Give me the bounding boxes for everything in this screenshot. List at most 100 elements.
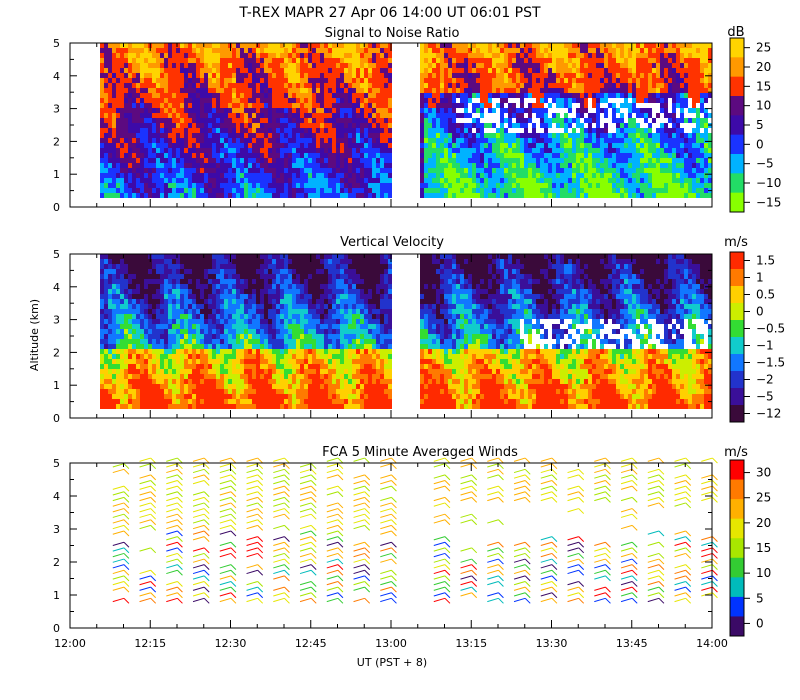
wind-barb [620, 569, 633, 575]
wind-barb [166, 552, 178, 558]
wind-barb [540, 597, 553, 603]
wind-barb [219, 541, 232, 546]
colorbar-swatch [730, 371, 744, 389]
x-tick-label: 13:30 [536, 637, 568, 650]
wind-barb [192, 547, 205, 552]
wind-barb [273, 474, 285, 479]
wind-barb [567, 558, 579, 563]
y-axis-label: Altitude (km) [28, 299, 41, 371]
wind-barb [647, 502, 660, 507]
wind-barb [112, 586, 125, 591]
wind-barb [246, 468, 258, 474]
wind-barb [433, 597, 446, 603]
colorbar-swatch [730, 479, 744, 500]
wind-barb [326, 457, 339, 462]
colorbar-swatch [730, 405, 744, 423]
wind-barb [620, 558, 633, 563]
wind-barb [513, 592, 526, 597]
wind-barb [273, 457, 285, 462]
wind-barb [326, 508, 339, 513]
vv-heatmap [100, 254, 712, 409]
colorbar-swatch [730, 596, 744, 617]
colorbar-swatch [730, 388, 744, 406]
wind-barb [112, 463, 125, 468]
colorbar-swatch [730, 76, 744, 97]
wind-barb [460, 575, 472, 580]
wind-barb [620, 541, 633, 546]
wind-barb [112, 597, 125, 603]
wind-barb [594, 575, 606, 580]
wind-barb [647, 480, 660, 485]
wind-barb [513, 581, 526, 586]
wind-barb [299, 496, 312, 502]
wind-barb [192, 480, 205, 485]
wind-barb [192, 558, 205, 563]
wind-barb [112, 575, 125, 580]
wind-barb [701, 547, 713, 552]
wind-barb [433, 474, 446, 479]
wind-barb [513, 569, 526, 575]
wind-barb [353, 558, 365, 563]
wind-barb [246, 485, 258, 490]
colorbar-tick-label: 1.5 [756, 254, 775, 268]
y-tick-label: 5 [53, 37, 60, 50]
vv-title: Vertical Velocity [340, 235, 444, 250]
wind-barb [701, 558, 713, 563]
wind-barb [299, 468, 312, 474]
snr-heatmap [100, 43, 712, 198]
wind-barb [353, 457, 365, 462]
x-tick-label: 13:45 [616, 637, 648, 650]
wind-barb [380, 597, 392, 603]
wind-barb [246, 541, 258, 546]
colorbar-swatch [730, 57, 744, 78]
snr-panel: Signal to Noise Ratio 0 1 2 3 4 5 25 20 15 10 5 0 −… [53, 25, 781, 214]
wind-barb [139, 597, 151, 603]
wind-barb [674, 552, 686, 558]
colorbar-swatch [730, 134, 744, 155]
wind-barb [139, 569, 151, 575]
wind-barb [192, 552, 205, 558]
colorbar-tick-label: −12 [756, 407, 781, 421]
wind-barb [273, 558, 285, 563]
wind-barb [674, 581, 686, 586]
wind-barb [326, 524, 339, 530]
wind-barb [273, 536, 285, 541]
wind-barb [674, 474, 686, 479]
wind-barb [674, 569, 686, 575]
wind-barb [192, 496, 205, 502]
wind-barb [273, 513, 285, 518]
wind-barb [674, 536, 686, 541]
wind-barb [594, 564, 606, 569]
wind-barb [246, 502, 258, 507]
wind-barb [701, 496, 713, 502]
wind-barb [139, 491, 151, 496]
wind-barb [353, 519, 365, 524]
wind-barb [567, 508, 579, 513]
wind-barb [246, 508, 258, 513]
vv-colorbar: 1.5 1 0.5 0 −0.5 −1 −1.5 −2 −5 −12 [729, 251, 785, 423]
wind-barb [701, 474, 713, 479]
wind-barb [166, 508, 178, 513]
wind-barb [219, 468, 232, 474]
wind-barb [219, 569, 232, 575]
wind-barb [192, 586, 205, 591]
wind-barb [273, 547, 285, 552]
wind-barb [701, 552, 713, 558]
wind-barb [674, 496, 686, 502]
colorbar-tick-label: 0.5 [756, 288, 775, 302]
colorbar-tick-label: 10 [756, 99, 771, 113]
wind-barb [273, 485, 285, 490]
wind-barb [433, 502, 446, 507]
wind-barb [112, 547, 125, 552]
wind-barb [273, 586, 285, 591]
wind-barb [620, 463, 633, 468]
wind-barb [701, 586, 713, 591]
wind-barb [380, 513, 392, 518]
colorbar-tick-label: −2 [756, 373, 774, 387]
wind-barb [674, 491, 686, 496]
wind-barb [487, 485, 499, 490]
wind-barb [674, 502, 686, 507]
wind-barb [460, 592, 472, 597]
wind-barb [299, 569, 312, 575]
wind-barb [219, 474, 232, 479]
